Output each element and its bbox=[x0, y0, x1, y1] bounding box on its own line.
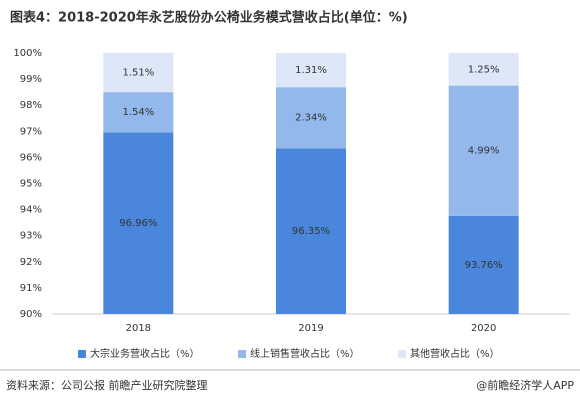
value-label: 96.96% bbox=[119, 218, 157, 229]
bar-segment bbox=[276, 87, 346, 149]
credit: @前瞻经济学人APP bbox=[476, 378, 574, 392]
y-tick-label: 94% bbox=[20, 205, 42, 216]
bar-segment bbox=[448, 85, 519, 216]
legend-swatch bbox=[78, 350, 86, 358]
bar-segment bbox=[448, 215, 519, 314]
legend-swatch bbox=[398, 350, 406, 358]
source: 资料来源：公司公报 前瞻产业研究院整理 bbox=[6, 378, 208, 392]
value-label: 93.76% bbox=[465, 260, 503, 271]
y-tick-label: 91% bbox=[20, 283, 42, 294]
bar-segment bbox=[103, 92, 174, 133]
legend-label: 线上销售营收占比（%） bbox=[250, 347, 360, 360]
value-label: 1.51% bbox=[122, 67, 154, 78]
x-tick-label: 2019 bbox=[298, 323, 323, 334]
bar-segment bbox=[448, 53, 519, 86]
value-label: 96.35% bbox=[292, 226, 330, 237]
chart-title: 图表4：2018-2020年永艺股份办公椅业务模式营收占比(单位：%) bbox=[10, 10, 408, 26]
x-tick-label: 2018 bbox=[126, 323, 151, 334]
y-tick-label: 92% bbox=[20, 257, 42, 268]
value-label: 1.31% bbox=[295, 65, 327, 76]
bar-segment bbox=[276, 148, 346, 314]
y-tick-label: 90% bbox=[20, 309, 42, 320]
legend-label: 大宗业务营收占比（%） bbox=[90, 347, 200, 360]
bar-segment bbox=[276, 53, 346, 88]
value-label: 1.25% bbox=[468, 64, 500, 75]
value-label: 4.99% bbox=[468, 146, 500, 157]
bar-segment bbox=[103, 132, 174, 314]
y-tick-label: 98% bbox=[20, 100, 42, 111]
y-tick-label: 97% bbox=[20, 126, 42, 137]
y-tick-label: 93% bbox=[20, 231, 42, 242]
y-tick-label: 95% bbox=[20, 179, 42, 190]
y-tick-label: 99% bbox=[20, 74, 42, 85]
y-tick-label: 100% bbox=[13, 48, 42, 59]
legend-swatch bbox=[238, 350, 246, 358]
value-label: 1.54% bbox=[122, 107, 154, 118]
value-label: 2.34% bbox=[295, 113, 327, 124]
x-tick-label: 2020 bbox=[471, 323, 496, 334]
y-tick-label: 96% bbox=[20, 152, 42, 163]
bar-segment bbox=[103, 52, 174, 93]
legend-label: 其他营收占比（%） bbox=[410, 347, 500, 360]
